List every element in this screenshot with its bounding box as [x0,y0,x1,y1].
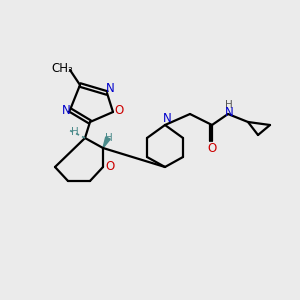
Polygon shape [103,137,110,148]
Text: N: N [106,82,114,94]
Text: N: N [163,112,171,124]
Text: N: N [225,106,233,118]
Text: O: O [105,160,115,173]
Text: O: O [114,104,124,118]
Text: O: O [207,142,217,154]
Text: N: N [61,104,70,118]
Text: H: H [105,133,113,143]
Text: H: H [225,100,233,110]
Text: CH₃: CH₃ [51,61,73,74]
Text: H: H [71,127,79,137]
